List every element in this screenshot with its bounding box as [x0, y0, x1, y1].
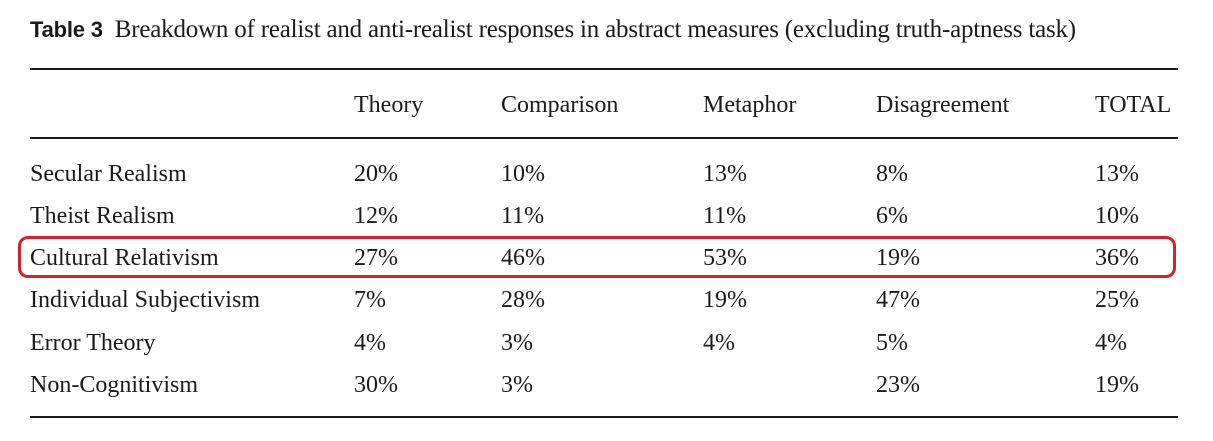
- table-cell: 28%: [501, 287, 545, 313]
- table-cell: 3%: [501, 372, 533, 398]
- column-header-metaphor: Metaphor: [703, 92, 797, 118]
- row-highlight-box: [18, 236, 1176, 278]
- row-label: Error Theory: [30, 330, 156, 356]
- table-cell: 27%: [354, 245, 398, 271]
- row-label: Individual Subjectivism: [30, 287, 260, 313]
- table-cell: 25%: [1095, 287, 1139, 313]
- table-cell: 10%: [501, 161, 545, 187]
- table-cell: 11%: [703, 203, 747, 229]
- table-cell: 3%: [501, 330, 533, 356]
- bottom-rule: [30, 416, 1178, 418]
- row-label: Secular Realism: [30, 161, 187, 187]
- table-cell: 6%: [876, 203, 908, 229]
- row-label: Theist Realism: [30, 203, 175, 229]
- table-cell: 4%: [703, 330, 735, 356]
- table-cell: 13%: [703, 161, 747, 187]
- table-cell: 36%: [1095, 245, 1139, 271]
- table-cell: 30%: [354, 372, 398, 398]
- row-label: Non-Cognitivism: [30, 372, 199, 398]
- table-cell: 5%: [876, 330, 908, 356]
- table-cell: 7%: [354, 287, 386, 313]
- table-cell: 53%: [703, 245, 747, 271]
- column-header-total: TOTAL: [1095, 92, 1172, 118]
- top-rule: [30, 68, 1178, 70]
- table-cell: 10%: [1095, 203, 1139, 229]
- table-cell: 20%: [354, 161, 398, 187]
- table-title: Breakdown of realist and anti-realist re…: [114, 16, 1076, 43]
- column-header-theory: Theory: [354, 92, 424, 118]
- table-cell: 46%: [501, 245, 545, 271]
- row-label: Cultural Relativism: [30, 245, 219, 271]
- table-cell: 19%: [1095, 372, 1139, 398]
- table-label: Table 3: [30, 17, 103, 42]
- table-cell: 4%: [354, 330, 386, 356]
- table-cell: 19%: [876, 245, 920, 271]
- column-header-disagreement: Disagreement: [876, 92, 1010, 118]
- column-header-comparison: Comparison: [501, 92, 619, 118]
- table-cell: 8%: [876, 161, 908, 187]
- table-cell: 23%: [876, 372, 920, 398]
- header-rule: [30, 137, 1178, 139]
- table-cell: 11%: [501, 203, 545, 229]
- table-cell: 19%: [703, 287, 747, 313]
- table-cell: 47%: [876, 287, 920, 313]
- table-cell: 12%: [354, 203, 398, 229]
- table-caption: Table 3 Breakdown of realist and anti-rea…: [30, 16, 1076, 44]
- table-cell: 13%: [1095, 161, 1139, 187]
- table-cell: 4%: [1095, 330, 1127, 356]
